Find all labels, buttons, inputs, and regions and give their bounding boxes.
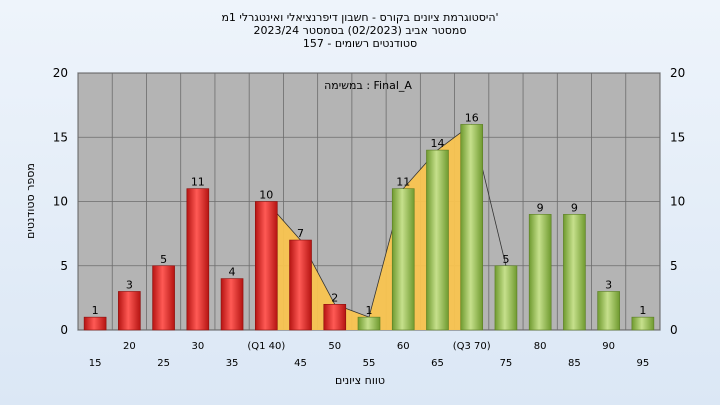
- x-tick-10: 65: [431, 358, 444, 369]
- bar-3: [186, 188, 210, 331]
- y-tick-right: 0: [670, 323, 678, 337]
- x-tick-7: 50: [328, 341, 341, 352]
- x-axis-ticks: 15 20 25 30 35 (Q1 40) 45 50 55 60 65 (Q3 70) 75 80 85…: [89, 341, 649, 369]
- bar-4: [220, 278, 244, 331]
- chart-annotation: במשימה : Final_A: [324, 79, 412, 92]
- y-axis-label: מספר סטודנטים: [24, 163, 37, 239]
- bar-2: [152, 265, 175, 331]
- bar-12: [494, 265, 518, 331]
- value-label-5: 10: [259, 189, 273, 202]
- y-tick-right: 5: [670, 259, 678, 273]
- value-label-15: 3: [605, 278, 612, 291]
- x-tick-13: 80: [534, 341, 547, 352]
- y-tick-left: 15: [53, 130, 68, 144]
- x-tick-2: 25: [157, 358, 170, 369]
- value-label-8: 1: [366, 304, 373, 317]
- value-label-2: 5: [160, 253, 167, 266]
- x-tick-1: 20: [123, 341, 136, 352]
- x-tick-15: 90: [602, 341, 615, 352]
- x-tick-16: 95: [637, 358, 650, 369]
- y-tick-left: 5: [60, 259, 68, 273]
- value-label-10: 14: [430, 137, 444, 150]
- bar-7: [323, 303, 347, 331]
- bar-6: [289, 239, 312, 331]
- value-label-7: 2: [331, 291, 338, 304]
- chart-title-line-3: סטודנטים רשומים - 157: [303, 37, 417, 50]
- x-tick-9: 60: [397, 341, 410, 352]
- x-tick-14: 85: [568, 358, 581, 369]
- x-tick-12: 75: [500, 358, 513, 369]
- value-label-14: 9: [571, 201, 578, 214]
- bar-1: [118, 291, 141, 331]
- area-fill: [266, 124, 472, 331]
- x-tick-6: 45: [294, 358, 307, 369]
- bar-9: [391, 188, 415, 331]
- y-tick-left: 0: [60, 323, 68, 337]
- bar-layer: [83, 124, 655, 331]
- x-tick-4: 35: [226, 358, 239, 369]
- chart-title-line-1: היסטוגרמת ציונים בקורס - חשבון דיפרנציאל…: [221, 11, 498, 24]
- y-tick-left: 20: [53, 66, 68, 80]
- x-tick-0: 15: [89, 358, 102, 369]
- value-label-6: 7: [297, 227, 304, 240]
- bar-13: [528, 214, 552, 331]
- value-label-3: 11: [191, 176, 205, 189]
- chart-title-line-2: 2023/24 סמסטר אביב (02/2023) בסמסטר: [253, 24, 466, 37]
- bar-8: [357, 316, 381, 331]
- value-label-11: 16: [465, 111, 479, 124]
- bar-15: [597, 291, 620, 331]
- value-label-0: 1: [92, 304, 99, 317]
- x-tick-3: 30: [191, 341, 204, 352]
- value-label-4: 4: [229, 266, 236, 279]
- y-tick-left: 10: [53, 195, 68, 209]
- x-tick-8: 55: [363, 358, 376, 369]
- y-tick-right: 20: [670, 66, 685, 80]
- value-label-16: 1: [639, 304, 646, 317]
- bar-10: [426, 149, 449, 331]
- x-tick-11: (Q3 70): [453, 341, 491, 352]
- x-tick-5: (Q1 40): [247, 341, 285, 352]
- value-label-12: 5: [502, 253, 509, 266]
- value-label-1: 3: [126, 278, 133, 291]
- bar-16: [631, 316, 655, 331]
- x-axis-label: טווח ציונים: [335, 374, 385, 387]
- y-tick-right: 15: [670, 130, 685, 144]
- bar-14: [563, 214, 586, 331]
- value-label-13: 9: [537, 201, 544, 214]
- bar-0: [83, 316, 107, 331]
- bar-5: [254, 201, 278, 331]
- value-label-9: 11: [396, 176, 410, 189]
- bar-11: [460, 124, 484, 331]
- y-tick-right: 10: [670, 195, 685, 209]
